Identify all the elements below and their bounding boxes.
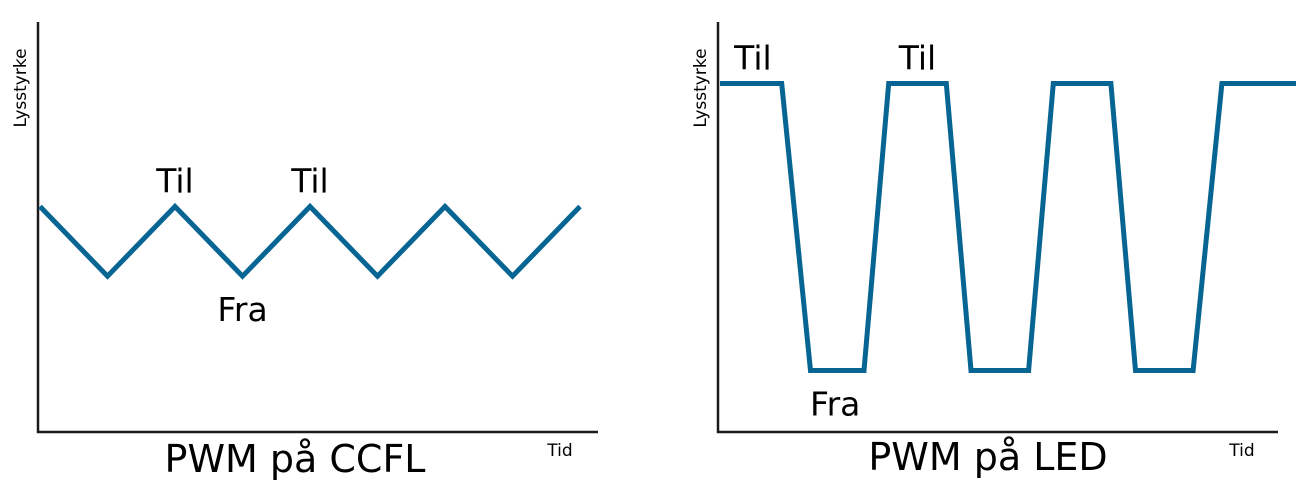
chart2-xlabel: Tid [1228, 441, 1254, 461]
chart1-annotation-til: Til [155, 162, 193, 201]
chart2-axes [716, 22, 1278, 434]
chart1-ylabel: Lysstyrke [11, 48, 31, 127]
chart2-annotation-fra: Fra [810, 385, 860, 424]
chart1-axes [36, 22, 598, 434]
chart1-annotation-fra: Fra [217, 290, 267, 329]
chart1-series-line [38, 202, 582, 280]
chart1-annotation-til: Til [290, 162, 328, 201]
chart2-annotation-til: Til [898, 39, 936, 78]
chart2-annotation-til: Til [733, 39, 771, 78]
chart2-series-line [720, 81, 1296, 373]
chart1-xlabel: Tid [546, 441, 572, 461]
chart2-ylabel: Lysstyrke [691, 48, 711, 127]
chart1-title: PWM på CCFL [165, 437, 426, 481]
chart2-title: PWM på LED [868, 435, 1107, 479]
